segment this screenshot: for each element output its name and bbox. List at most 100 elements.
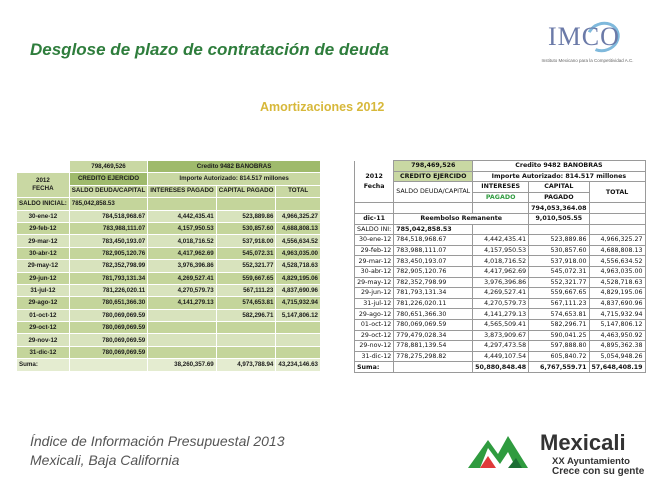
row-date: 29-feb-12 (353, 244, 395, 257)
r-col-interest-sub: PAGADO (472, 191, 530, 204)
row-date: 29-jun-12 (353, 287, 395, 299)
row-interest: 4,018,716.52 (472, 255, 530, 267)
row-balance: 781,226,020.11 (393, 297, 474, 310)
sum-interest: 38,260,357.69 (147, 358, 217, 372)
sum-capital: 4,973,788.94 (215, 358, 277, 372)
row-interest: 4,270,579.73 (147, 283, 217, 298)
row-capital: 537,918.00 (215, 234, 277, 248)
row-total: 4,528,718.63 (275, 259, 321, 273)
row-interest: 4,417,962.69 (147, 246, 217, 261)
row-date: 29-feb-12 (16, 221, 70, 236)
slide-title: Desglose de plazo de contratación de deu… (30, 40, 389, 59)
table-row: 30-abr-12 782,905,120.76 4,417,962.69 545,0… (353, 265, 646, 278)
row-balance: 783,988,111.07 (393, 244, 474, 257)
sum-total: 57,648,408.19 (588, 361, 646, 373)
row-capital: 530,857.60 (528, 244, 590, 257)
row-capital (215, 345, 277, 360)
table-row: 31-jul-12 781,226,020.11 4,270,579.73 567,1… (353, 297, 646, 310)
row-capital: 559,667.65 (528, 287, 590, 299)
col-interest-header: INTERESES PAGADO (147, 184, 217, 199)
table-row: 29-jun-12 781,793,131.34 4,269,527.41 559,6… (353, 287, 646, 299)
row-capital: 582,296.71 (528, 318, 590, 331)
year-date-header: 2012 FECHA (16, 172, 70, 199)
row-balance: 780,069,069.59 (393, 318, 474, 331)
table-row: 29-feb-12 783,988,111.07 4,157,950.53 530,8… (16, 221, 321, 236)
r-col-balance-header: SALDO DEUDA/CAPITAL (393, 181, 474, 204)
row-interest: 4,141,279.13 (147, 296, 217, 310)
authorized-amount: Importe Autorizado: 814.517 millones (147, 172, 321, 186)
row-total: 4,463,950.92 (588, 329, 646, 342)
row-total: 4,688,808.13 (275, 221, 321, 236)
footer-line-1: Índice de Información Presupuestal 2013 (30, 433, 285, 449)
row-interest: 3,873,909.67 (472, 329, 530, 342)
row-capital: 530,857.60 (215, 221, 277, 236)
row-capital: 559,667.65 (215, 271, 277, 285)
row-total (275, 345, 321, 360)
sum-capital: 6,767,559.71 (528, 361, 590, 373)
table-row: 29-mar-12 783,450,193.07 4,018,716.52 537,9… (16, 234, 321, 248)
table-row: 01-oct-12 780,069,069.59 4,565,509.41 582,2… (353, 318, 646, 331)
row-date: 31-jul-12 (16, 283, 70, 298)
r-date-label: Fecha (353, 181, 395, 193)
table-row: 29-oct-12 780,069,069.59 (16, 321, 321, 335)
slide-subtitle: Amortizaciones 2012 (260, 100, 385, 114)
row-date: 29-jun-12 (16, 271, 70, 285)
r-year: 2012 (353, 171, 395, 182)
row-balance: 779,479,028.34 (393, 329, 474, 342)
mexicali-line-1: XX Ayuntamiento (552, 456, 630, 467)
row-date: 29-ago-12 (353, 308, 395, 320)
row-total: 4,715,932.94 (275, 296, 321, 310)
row-balance: 783,450,193.07 (393, 255, 474, 267)
table-row: 29-nov-12 780,069,069.59 (16, 333, 321, 347)
row-interest: 4,297,473.58 (472, 340, 530, 352)
row-capital: 590,041.25 (528, 329, 590, 342)
row-interest: 4,417,962.69 (472, 265, 530, 278)
row-date: 29-mar-12 (353, 255, 395, 267)
row-date: 29-ago-12 (16, 296, 70, 310)
row-total: 4,556,634.52 (588, 255, 646, 267)
col-capital-header: CAPITAL PAGADO (215, 184, 277, 199)
row-balance: 778,275,298.82 (393, 350, 474, 363)
row-interest: 4,270,579.73 (472, 297, 530, 310)
table-row: 31-dic-12 778,275,298.82 4,449,107.54 605,8… (353, 350, 646, 363)
table-row: 29-nov-12 778,881,139.54 4,297,473.58 597,8… (353, 340, 646, 352)
sum-label: Suma: (16, 358, 70, 372)
row-capital: 574,653.81 (528, 308, 590, 320)
row-balance: 780,651,366.30 (393, 308, 474, 320)
r-opening-label: SALDO INI: (353, 223, 395, 236)
row-capital (215, 321, 277, 335)
row-balance: 783,450,193.07 (68, 234, 149, 248)
r-remaining-label: Reembolso Remanente (393, 212, 530, 225)
row-interest (147, 308, 217, 323)
row-date: 30-abr-12 (353, 265, 395, 278)
table-row: 29-oct-12 779,479,028.34 3,873,909.67 590,0… (353, 329, 646, 342)
row-interest: 3,976,396.86 (147, 259, 217, 273)
r-dec11-label: dic-11 (353, 212, 395, 225)
row-balance: 780,069,069.59 (68, 321, 149, 335)
r-remaining-value: 9,010,505.55 (528, 212, 590, 225)
sum-label: Suma: (353, 361, 395, 373)
row-total: 4,715,932.94 (588, 308, 646, 320)
row-date: 29-nov-12 (16, 333, 70, 347)
row-capital: 537,918.00 (528, 255, 590, 267)
table-row: 29-may-12 782,352,798.99 3,976,396.86 552,3… (16, 259, 321, 273)
footer-text: Índice de Información Presupuestal 2013 … (30, 432, 285, 470)
table-row: 31-dic-12 780,069,069.59 (16, 345, 321, 360)
row-balance: 782,905,120.76 (393, 265, 474, 278)
table-row: 29-ago-12 780,651,366.30 4,141,279.13 574,6… (353, 308, 646, 320)
row-capital: 552,321.77 (528, 276, 590, 289)
row-interest: 4,442,435.41 (147, 209, 217, 223)
table-row: 30-ene-12 784,518,968.67 4,442,435.41 523,8… (353, 234, 646, 246)
opening-value: 785,042,858.53 (68, 197, 149, 211)
table-row: 29-mar-12 783,450,193.07 4,018,716.52 537,9… (353, 255, 646, 267)
row-total: 4,966,325.27 (588, 234, 646, 246)
row-interest: 4,449,107.54 (472, 350, 530, 363)
row-date: 29-mar-12 (16, 234, 70, 248)
row-capital: 523,889.86 (528, 234, 590, 246)
row-date: 29-oct-12 (16, 321, 70, 335)
table-row: 29-ago-12 780,651,366.30 4,141,279.13 574,6… (16, 296, 321, 310)
row-balance: 782,352,798.99 (68, 259, 149, 273)
table-row: 30-ene-12 784,518,968.67 4,442,435.41 523,8… (16, 209, 321, 223)
r-credit-exercised-value: 798,469,526 (393, 160, 474, 172)
row-date: 01-oct-12 (353, 318, 395, 331)
